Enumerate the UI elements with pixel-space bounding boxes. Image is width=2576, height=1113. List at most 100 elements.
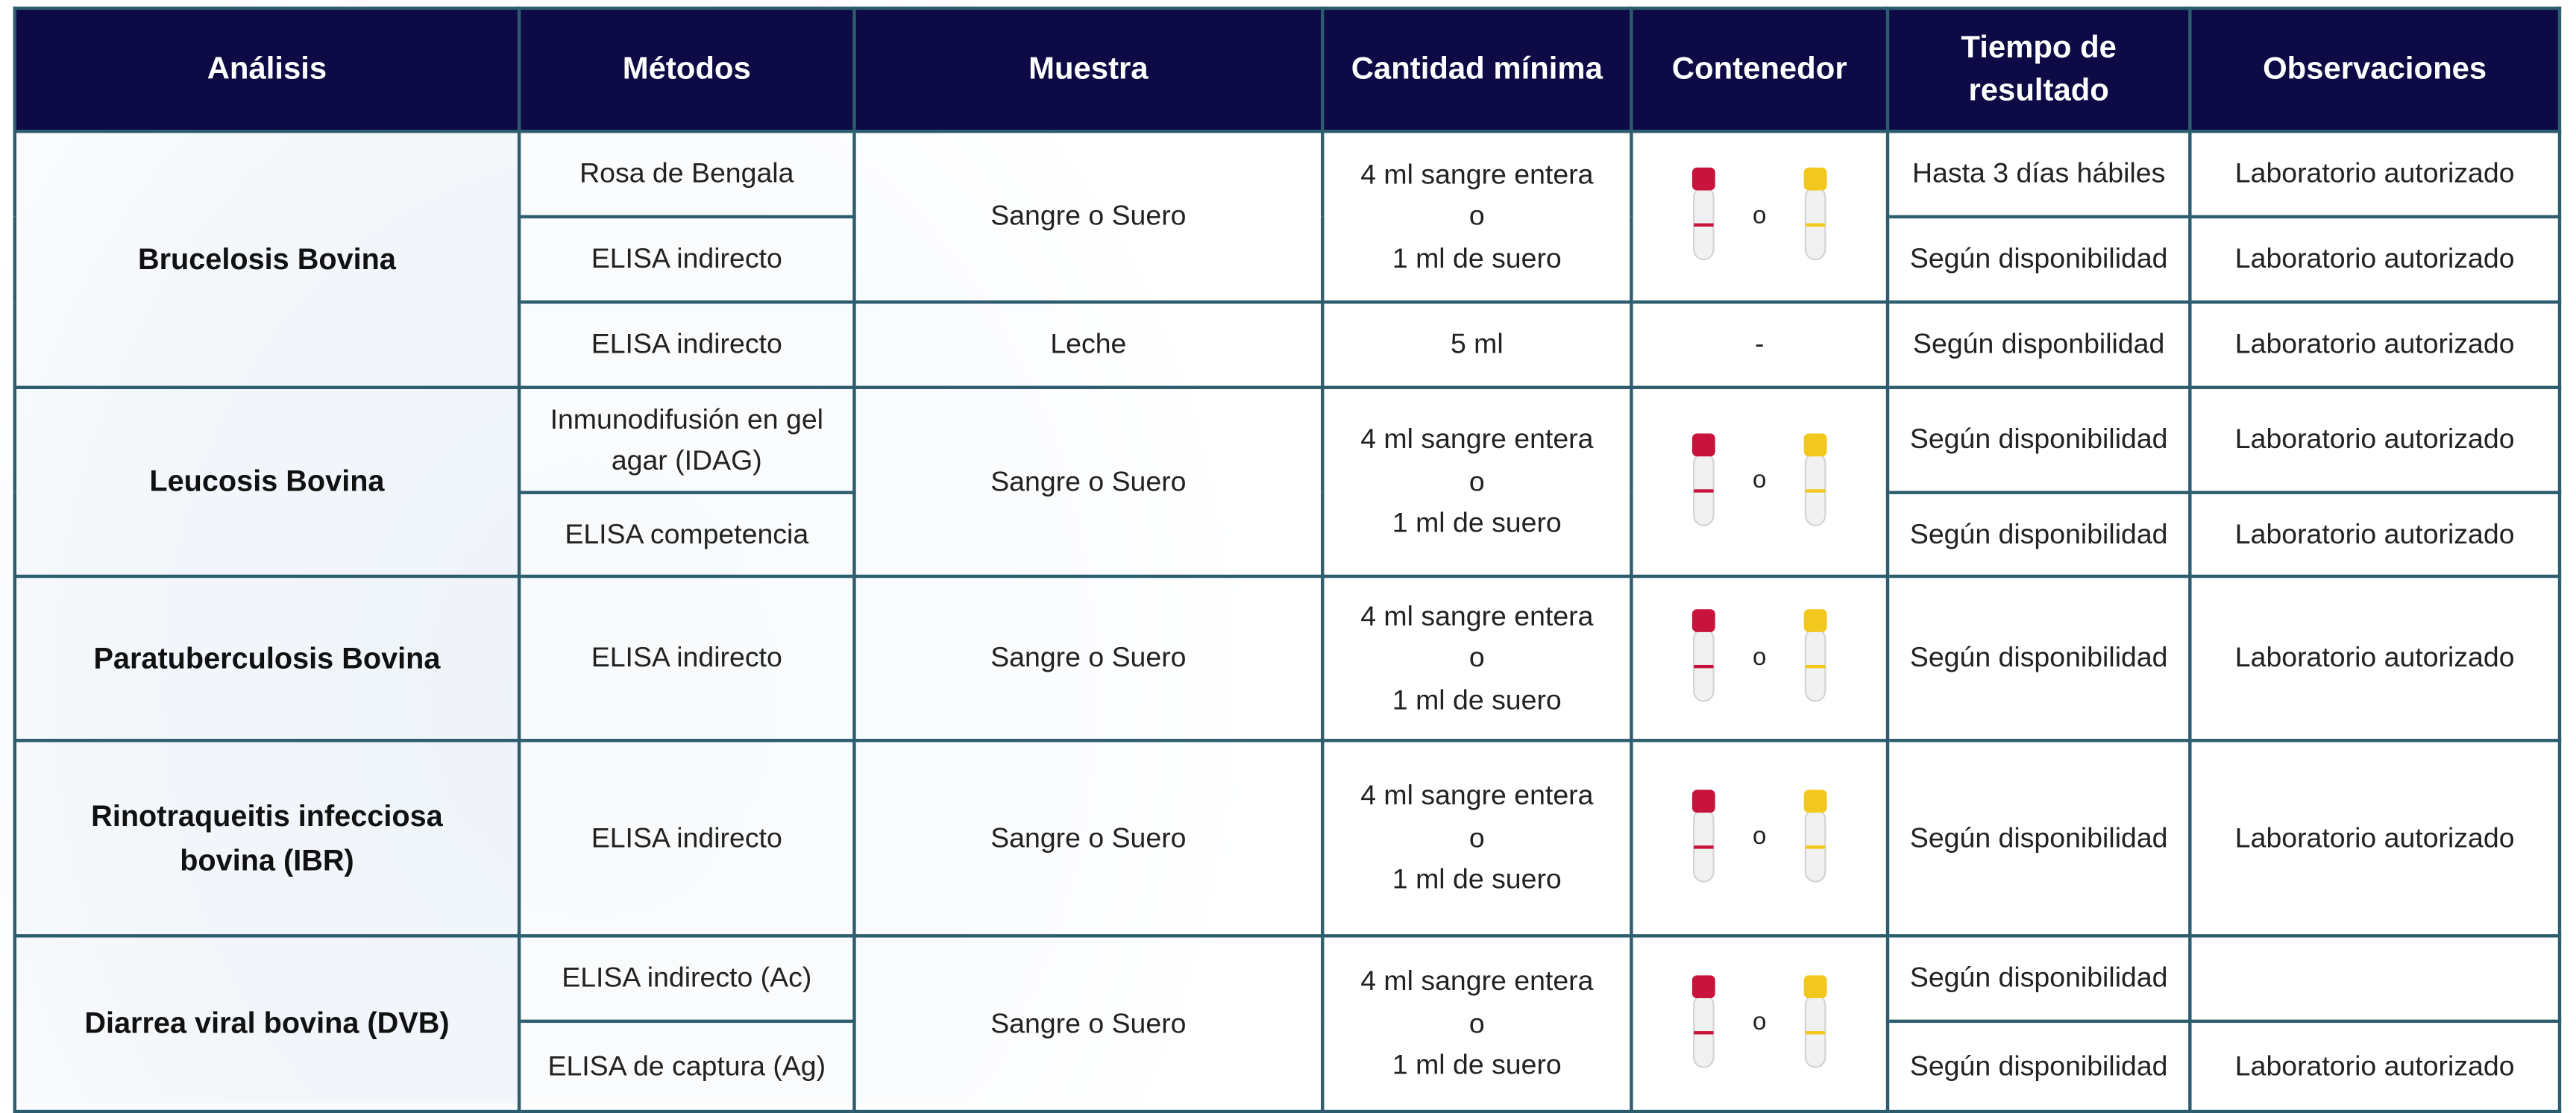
table-row: ELISA indirecto Leche 5 ml - Según disponbil… (15, 300, 2562, 389)
tube-cap (1691, 167, 1715, 191)
table-cell: Según disponibilidad (1885, 574, 2192, 742)
table-cell: Laboratorio autorizado (2188, 574, 2562, 742)
tube-cap (1804, 167, 1827, 191)
table-cell: Sangre o Suero (852, 385, 1325, 578)
table-cell: Según disponibilidad (1885, 739, 2192, 938)
column-header: Cantidad mínima (1321, 6, 1633, 133)
table-cell: Laboratorio autorizado (2188, 491, 2562, 578)
tube-icon (1691, 432, 1715, 526)
table-cell: - (1630, 300, 1890, 389)
table-row: ELISA de captura (Ag) Según disponibilida… (15, 1019, 2562, 1113)
tube-band (1806, 845, 1826, 848)
column-header: Tiempo de resultado (1885, 6, 2192, 133)
tube-cap (1691, 609, 1715, 632)
table-row: ELISA indirecto Según disponibilidad Labor… (15, 215, 2562, 304)
tube-icon (1691, 609, 1715, 702)
container-icons: o (1639, 167, 1879, 266)
tube-cap (1691, 974, 1715, 997)
tube-cap (1691, 789, 1715, 813)
separator: o (1753, 1008, 1767, 1037)
tube-icon (1804, 789, 1827, 882)
table-cell: Laboratorio autorizado (2188, 739, 2562, 938)
container-icons: o (1639, 609, 1879, 707)
tube-band (1806, 488, 1826, 492)
container-icons: o (1639, 974, 1879, 1073)
tube-cap (1804, 609, 1827, 632)
table-cell: o (1630, 739, 1890, 938)
table-cell: Leche (852, 300, 1325, 389)
tube-icon (1691, 974, 1715, 1068)
table-row: Rinotraqueitis infecciosa bovina (IBR) EL… (13, 739, 2562, 938)
column-header: Observaciones (2188, 6, 2562, 133)
tube-icon (1804, 974, 1827, 1068)
table-row: Paratuberculosis Bovina ELISA indirecto Sa… (13, 574, 2562, 742)
table-cell: Según disponibilidad (1885, 491, 2192, 578)
tube-cap (1804, 432, 1827, 456)
separator: o (1753, 201, 1767, 230)
tube-band (1693, 1030, 1714, 1034)
table-cell: Laboratorio autorizado (2188, 215, 2562, 304)
table-cell: 4 ml sangre entera o 1 ml de suero (1321, 385, 1633, 578)
table-cell: ELISA indirecto (517, 739, 856, 938)
tube-cap (1804, 974, 1827, 997)
tube-band (1693, 664, 1714, 669)
table-cell: o (1630, 385, 1890, 578)
table-row: Leucosis Bovina Inmunodifusión en gel aga… (13, 385, 2562, 578)
table-cell: Laboratorio autorizado (2188, 129, 2562, 218)
column-header: Muestra (852, 6, 1325, 133)
tube-icon (1691, 167, 1715, 261)
column-header: Análisis (13, 6, 521, 133)
table-cell: Según disponbilidad (1885, 300, 2192, 389)
table-cell: Laboratorio autorizado (2188, 1019, 2562, 1113)
table-cell: Según disponibilidad (1885, 934, 2192, 1024)
tube-icon (1804, 432, 1827, 526)
table-cell: o (1630, 934, 1890, 1113)
table-cell: 5 ml (1321, 300, 1633, 389)
table-cell: Laboratorio autorizado (2188, 385, 2562, 494)
table-cell: Sangre o Suero (852, 739, 1325, 938)
analysis-cell: Diarrea viral bovina (DVB) (13, 934, 521, 1113)
header-row: Análisis Métodos Muestra Cantidad mínima Con… (13, 6, 2562, 133)
tube-band (1806, 664, 1826, 669)
table-cell: 4 ml sangre entera o 1 ml de suero (1321, 934, 1633, 1113)
tube-band (1693, 845, 1714, 848)
separator: o (1753, 822, 1767, 851)
table-cell: Según disponibilidad (1885, 215, 2192, 304)
table-cell: o (1630, 129, 1890, 304)
table-cell: Sangre o Suero (852, 934, 1325, 1113)
analysis-cell: Brucelosis Bovina (13, 129, 521, 389)
separator: o (1753, 643, 1767, 672)
table-cell: Sangre o Suero (852, 574, 1325, 742)
table-cell: ELISA de captura (Ag) (517, 1019, 856, 1113)
separator: o (1753, 467, 1767, 495)
table-cell: Sangre o Suero (852, 129, 1325, 304)
analysis-cell: Paratuberculosis Bovina (13, 574, 521, 742)
tube-icon (1691, 789, 1715, 882)
table-cell: ELISA indirecto (517, 300, 856, 389)
table-row: ELISA competencia Según disponibilidad Lab… (15, 491, 2562, 578)
column-header: Contenedor (1630, 6, 1890, 133)
tube-icon (1804, 167, 1827, 261)
table-cell: 4 ml sangre entera o 1 ml de suero (1321, 574, 1633, 742)
table-cell: Hasta 3 días hábiles (1885, 129, 2192, 218)
table-cell: 4 ml sangre entera o 1 ml de suero (1321, 129, 1633, 304)
tube-band (1806, 1030, 1826, 1034)
tube-icon (1804, 609, 1827, 702)
table-cell: Laboratorio autorizado (2188, 300, 2562, 389)
table-cell: ELISA indirecto (Ac) (517, 934, 856, 1024)
table-cell: 4 ml sangre entera o 1 ml de suero (1321, 739, 1633, 938)
table-cell: Inmunodifusión en gel agar (IDAG) (517, 385, 856, 494)
table-cell: Según disponibilidad (1885, 1019, 2192, 1113)
table-cell: ELISA competencia (517, 491, 856, 578)
table-cell (2188, 934, 2562, 1024)
table-row: Brucelosis Bovina Rosa de Bengala Sangre o… (13, 129, 2562, 389)
table-cell: Rosa de Bengala (517, 129, 856, 218)
table-body: Brucelosis Bovina Rosa de Bengala Sangre o… (13, 129, 2562, 1113)
tube-band (1693, 223, 1714, 227)
table-cell: Según disponibilidad (1885, 385, 2192, 494)
analysis-cell: Rinotraqueitis infecciosa bovina (IBR) (13, 739, 521, 938)
tube-cap (1691, 432, 1715, 456)
container-icons: o (1639, 432, 1879, 531)
